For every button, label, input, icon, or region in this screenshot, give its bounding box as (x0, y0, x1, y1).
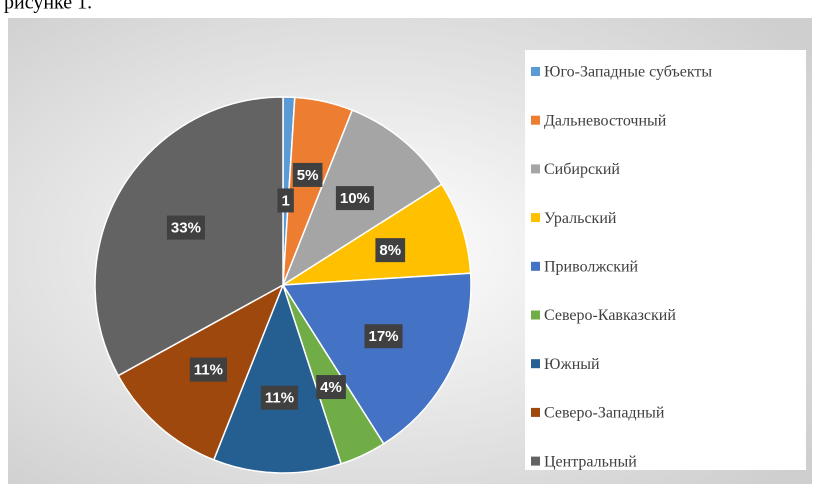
data-label: 8% (375, 238, 406, 263)
legend-label: Уральский (544, 210, 617, 227)
data-label: 11% (189, 357, 228, 382)
legend-label: Приволжский (544, 258, 639, 275)
legend-label: Сибирский (544, 161, 620, 178)
legend-label: Южный (544, 356, 600, 373)
data-label-bg (189, 357, 228, 382)
data-label: 33% (166, 215, 205, 240)
legend-swatch (531, 67, 540, 76)
data-label: 5% (292, 162, 323, 187)
data-label-bg (260, 385, 299, 410)
pie-slice (212, 282, 343, 474)
legend-swatch (531, 310, 540, 320)
data-label-bg (277, 188, 294, 213)
data-label-text: 11% (265, 390, 294, 407)
legend-label: Центральный (544, 453, 637, 470)
data-label-bg (364, 324, 403, 349)
legend-swatch (531, 359, 540, 369)
data-label: 4% (316, 375, 346, 400)
data-label-text: 4% (320, 379, 342, 396)
data-label-text: 17% (368, 328, 398, 345)
legend-label: Северо-Кавказский (544, 307, 676, 324)
data-labels: 1 5% 10% 8% 17% 4% 11% 11% 33% (166, 162, 406, 410)
legend-swatch (531, 213, 540, 223)
legend-swatch (531, 261, 540, 271)
data-label-bg (292, 162, 323, 187)
text-fragment: рисунке 1. (4, 0, 92, 14)
legend-box (525, 50, 806, 470)
pie (94, 96, 472, 474)
data-label-text: 11% (194, 362, 223, 379)
legend: Юго-Западные субъекты Дальневосточный Сиби… (531, 64, 712, 470)
data-label-text: 33% (171, 220, 201, 237)
legend-label: Юго-Западные субъекты (544, 64, 712, 81)
legend-label: Северо-Западный (544, 405, 665, 422)
data-label-bg (375, 238, 406, 263)
legend-swatch (531, 164, 540, 174)
pie-slice (281, 272, 472, 445)
legend-swatch (531, 407, 540, 417)
data-label: 11% (260, 385, 299, 410)
data-label-bg (335, 186, 374, 211)
data-label: 17% (364, 324, 403, 349)
data-label-bg (166, 215, 205, 240)
data-label-text: 5% (297, 167, 319, 184)
pie-slice (282, 183, 472, 286)
data-label-text: 1 (281, 192, 289, 209)
data-label: 1 (277, 188, 294, 213)
legend-swatch (531, 115, 540, 125)
data-label-text: 10% (340, 190, 370, 207)
legend-swatch (531, 456, 540, 466)
data-label-text: 8% (379, 242, 401, 259)
data-label-bg (316, 375, 346, 400)
data-label: 10% (335, 186, 374, 211)
legend-label: Дальневосточный (544, 112, 667, 129)
